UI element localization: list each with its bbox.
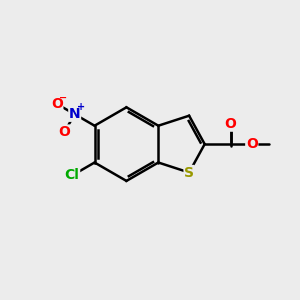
Text: O: O xyxy=(225,117,236,131)
Text: N: N xyxy=(69,107,80,121)
Text: O: O xyxy=(246,137,258,151)
Text: S: S xyxy=(184,166,194,179)
Text: Cl: Cl xyxy=(65,169,80,182)
Text: O: O xyxy=(51,97,63,111)
Text: −: − xyxy=(59,92,68,102)
Text: O: O xyxy=(58,125,70,139)
Text: +: + xyxy=(76,102,85,112)
